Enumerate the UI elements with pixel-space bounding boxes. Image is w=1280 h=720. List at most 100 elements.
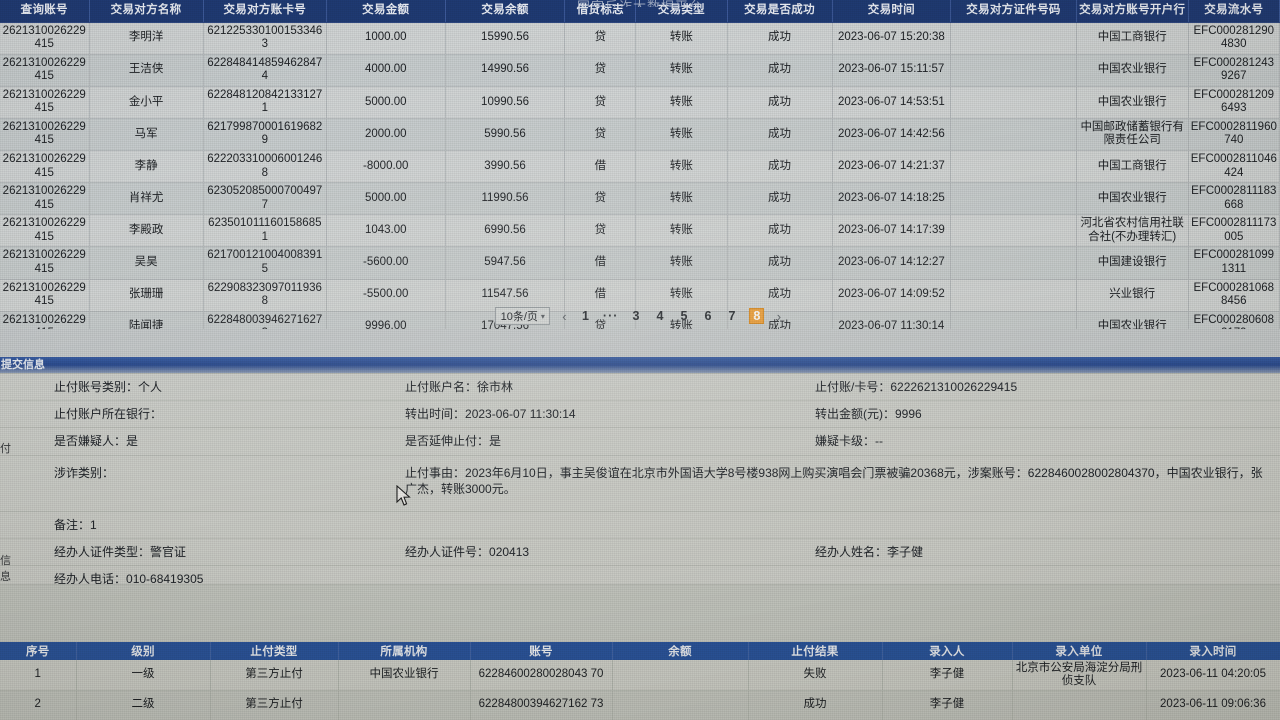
is-suspect-field: 是否嫌疑人：是 — [0, 428, 405, 454]
cell-amount: 4000.00 — [326, 54, 446, 87]
col-institution[interactable]: 所属机构 — [338, 642, 471, 660]
pagination-page-7[interactable]: 7 — [728, 309, 736, 323]
submit-row-3: 是否嫌疑人：是 是否延伸止付：是 嫌疑卡级：-- — [0, 428, 1280, 456]
chevron-down-icon: ▾ — [540, 311, 545, 321]
cell-tx-time: 2023-06-07 14:21:37 — [832, 150, 952, 184]
cell-tx-time: 2023-06-07 14:18:25 — [832, 182, 952, 216]
col-account[interactable]: 账号 — [470, 642, 613, 660]
col-entered-by[interactable]: 录入人 — [882, 642, 1013, 660]
cell-account: 62284600280028043 70 — [470, 660, 613, 691]
pagination-page-5[interactable]: 5 — [680, 309, 688, 323]
col-tx-success[interactable]: 交易是否成功 — [727, 0, 833, 23]
cell-balance: 5947.56 — [445, 246, 566, 280]
cell-tx-type: 转账 — [635, 150, 728, 184]
submit-info-panel-title: 提交信息 — [0, 357, 1280, 373]
table-row[interactable]: 2621310026229415 肖祥尤 6230520850007004977 50… — [0, 182, 1280, 216]
cell-tx-success: 成功 — [727, 86, 833, 119]
table-row[interactable]: 2621310026229415 王洁侠 6228484148594628474 40… — [0, 54, 1280, 87]
col-balance[interactable]: 交易余额 — [445, 0, 566, 23]
cell-level: 一级 — [76, 660, 211, 691]
table-row[interactable]: 1 一级 第三方止付 中国农业银行 62284600280028043 70 失败 李子健北… — [0, 660, 1280, 691]
operator-name-label: 经办人姓名： — [815, 544, 888, 559]
transaction-table-header-row: 查询账号 交易对方名称 交易对方账卡号 交易金额 交易余额 借贷标志 交易类型 … — [0, 0, 1280, 23]
transaction-table-container: 查询账号 交易对方名称 交易对方账卡号 交易金额 交易余额 借贷标志 交易类型 … — [0, 0, 1280, 344]
transaction-table-body: 2621310026229415 李明洋 6212253301001533463 10… — [0, 22, 1280, 344]
col-counterparty-card[interactable]: 交易对方账卡号 — [203, 0, 327, 23]
cell-counterparty-id — [950, 246, 1077, 280]
col-amount[interactable]: 交易金额 — [326, 0, 446, 23]
operator-cert-no-value: 020413 — [489, 544, 530, 559]
col-counterparty-name[interactable]: 交易对方名称 — [89, 0, 204, 23]
cell-entry-unit: 北京市公安局海淀分局刑侦支队 — [1012, 660, 1147, 691]
cell-counterparty-name: 金小平 — [89, 86, 204, 119]
stop-payment-header-row: 序号 级别 止付类型 所属机构 账号 余额 止付结果 录入人 录入单位 录入时间 — [0, 642, 1280, 660]
cell-counterparty-id — [950, 279, 1077, 312]
cell-counterparty-bank: 中国农业银行 — [1076, 182, 1189, 216]
cell-result: 成功 — [748, 690, 883, 720]
table-row[interactable]: 2621310026229415 李明洋 6212253301001533463 10… — [0, 22, 1280, 55]
col-serial[interactable]: 交易流水号 — [1188, 0, 1280, 23]
col-entry-unit[interactable]: 录入单位 — [1012, 642, 1147, 660]
cell-dc-flag: 贷 — [564, 22, 637, 55]
cell-dc-flag: 贷 — [564, 86, 637, 119]
col-dc-flag[interactable]: 借贷标志 — [564, 0, 637, 23]
pagination-page-4[interactable]: 4 — [656, 309, 664, 323]
col-counterparty-bank[interactable]: 交易对方账号开户行 — [1076, 0, 1189, 23]
col-entry-time[interactable]: 录入时间 — [1146, 642, 1280, 660]
cell-tx-time: 2023-06-07 14:09:52 — [832, 279, 952, 312]
submit-row-2: 止付账户所在银行： 转出时间：2023-06-07 11:30:14 转出金额(… — [0, 401, 1280, 429]
cell-counterparty-bank: 中国农业银行 — [1076, 54, 1189, 87]
cell-institution: 中国农业银行 — [338, 660, 471, 691]
submit-row-6: 经办人证件类型：警官证 经办人证件号：020413 经办人姓名：李子健 — [0, 539, 1280, 566]
pagination-page-3[interactable]: 3 — [632, 309, 640, 323]
table-row[interactable]: 2621310026229415 张珊珊 6229083230970119368 -5… — [0, 279, 1280, 312]
cell-query-account: 2621310026229415 — [0, 214, 90, 248]
cell-counterparty-bank: 中国建设银行 — [1076, 246, 1189, 280]
pagination-page-6[interactable]: 6 — [704, 309, 712, 323]
col-level[interactable]: 级别 — [76, 642, 211, 660]
col-balance-2[interactable]: 余额 — [612, 642, 749, 660]
col-query-account[interactable]: 查询账号 — [0, 0, 90, 23]
page-size-label: 10条/页 — [500, 311, 538, 323]
cell-index: 1 — [0, 660, 77, 691]
cell-serial: EFC0002811183668 — [1188, 182, 1280, 216]
pagination-prev-button[interactable]: ‹ — [562, 308, 567, 324]
table-row[interactable]: 2621310026229415 李殿政 6235010111601586851 10… — [0, 214, 1280, 248]
table-row[interactable]: 2621310026229415 李静 6222033100060012468 -80… — [0, 150, 1280, 184]
cell-dc-flag: 贷 — [564, 118, 637, 152]
operator-cert-no-label: 经办人证件号： — [405, 544, 490, 559]
col-result[interactable]: 止付结果 — [748, 642, 883, 660]
cell-dc-flag: 借 — [564, 246, 637, 280]
cell-tx-type: 转账 — [635, 22, 728, 55]
stop-payment-table-container: 序号 级别 止付类型 所属机构 账号 余额 止付结果 录入人 录入单位 录入时间… — [0, 642, 1280, 720]
stop-account-name-field: 止付账户名：徐市林 — [405, 374, 815, 400]
table-row[interactable]: 2 二级 第三方止付 62284800394627162 73 成功 李子健 2023-06… — [0, 690, 1280, 720]
cell-tx-time: 2023-06-07 14:42:56 — [832, 118, 952, 152]
cell-tx-time: 2023-06-07 14:17:39 — [832, 214, 952, 248]
col-index[interactable]: 序号 — [0, 642, 77, 660]
pagination-next-button[interactable]: › — [776, 308, 782, 324]
table-row[interactable]: 2621310026229415 金小平 6228481208421331271 50… — [0, 86, 1280, 119]
col-tx-type[interactable]: 交易类型 — [635, 0, 728, 23]
table-row[interactable]: 2621310026229415 马军 6217998700016196829 200… — [0, 118, 1280, 152]
page-size-select[interactable]: 10条/页 ▾ — [494, 307, 550, 325]
cell-counterparty-bank: 河北省农村信用社联合社(不办理转汇) — [1076, 214, 1189, 248]
cell-tx-type: 转账 — [635, 182, 728, 216]
fraud-category-label: 涉诈类别： — [54, 465, 115, 480]
pagination-page-1[interactable]: 1 — [581, 309, 589, 323]
cell-stop-type: 第三方止付 — [210, 690, 339, 720]
table-row[interactable]: 2621310026229415 吴昊 6217001210040083915 -56… — [0, 246, 1280, 280]
stop-card-field: 止付账/卡号：6222621310026229415 — [815, 374, 1280, 400]
transfer-out-amount-value: 9996 — [895, 407, 922, 422]
cell-balance: 5990.56 — [445, 118, 566, 152]
pagination-page-8[interactable]: 8 — [749, 308, 765, 324]
submit-info-panel: 止付账号类别：个人 止付账户名：徐市林 止付账/卡号：6222621310026… — [0, 373, 1280, 593]
col-stop-type[interactable]: 止付类型 — [210, 642, 339, 660]
col-counterparty-id[interactable]: 交易对方证件号码 — [950, 0, 1077, 23]
col-tx-time[interactable]: 交易时间 — [832, 0, 952, 23]
cell-query-account: 2621310026229415 — [0, 22, 90, 55]
stop-account-name-value: 徐市林 — [477, 380, 514, 394]
cell-query-account: 2621310026229415 — [0, 54, 90, 87]
submit-row-7: 经办人电话：010-68419305 — [0, 566, 1280, 592]
cell-serial: EFC0002812439267 — [1188, 54, 1280, 87]
